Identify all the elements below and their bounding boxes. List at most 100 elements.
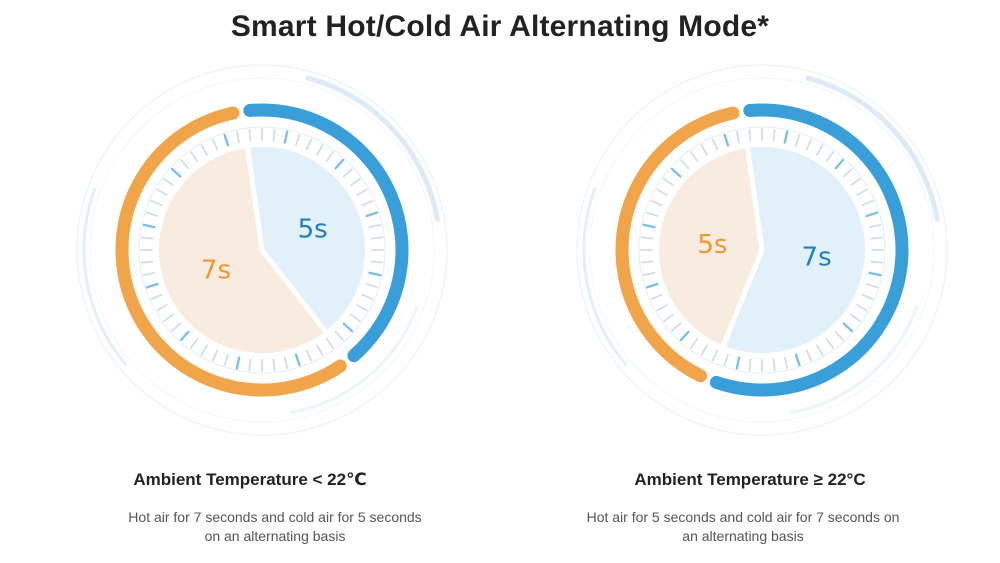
dial-tick bbox=[368, 223, 382, 229]
dial-tick bbox=[640, 236, 654, 240]
wedge-divider bbox=[244, 142, 265, 251]
dial-tick bbox=[805, 349, 813, 362]
hot-seconds-label: 7s bbox=[201, 256, 231, 286]
dial-tick bbox=[316, 144, 324, 156]
dial-tick bbox=[361, 293, 374, 301]
dial-tick bbox=[334, 158, 345, 170]
condition-description: Hot air for 5 seconds and cold air for 7… bbox=[586, 509, 900, 544]
dial-tick bbox=[671, 322, 682, 332]
dial-tick bbox=[805, 138, 813, 151]
dial-tick bbox=[305, 138, 313, 151]
outer-ring bbox=[76, 64, 448, 436]
dial-tick bbox=[748, 128, 752, 142]
dial-tick bbox=[145, 282, 159, 289]
dial-tick bbox=[316, 344, 324, 356]
alternating-dial: 7s 5s bbox=[576, 64, 948, 436]
dial-tick bbox=[735, 130, 741, 144]
dial-tick bbox=[865, 211, 879, 218]
dial-tick bbox=[711, 138, 719, 151]
dial-tick bbox=[248, 128, 252, 142]
dial-tick bbox=[163, 177, 174, 187]
dial-tick bbox=[140, 260, 154, 264]
dial-tick bbox=[861, 199, 874, 207]
dial-tick bbox=[283, 130, 289, 144]
dial-tick bbox=[150, 199, 163, 207]
dial-tick bbox=[646, 211, 659, 217]
wedge-divider bbox=[719, 249, 765, 352]
dial-tick bbox=[642, 223, 656, 229]
dial-tick bbox=[272, 358, 276, 372]
mode-panel-cold-ambient: 5s 7s Ambient Temperature < 22℃ Hot air f… bbox=[76, 64, 448, 544]
dial-tick bbox=[850, 313, 861, 323]
dial-tick bbox=[794, 353, 801, 367]
dial-tick bbox=[342, 168, 353, 178]
wedge-divider bbox=[260, 248, 331, 337]
dial-tick bbox=[295, 134, 301, 147]
dial-tick bbox=[189, 338, 199, 349]
dial-tick bbox=[772, 128, 776, 142]
dial-tick bbox=[356, 304, 368, 312]
hot-wedge bbox=[658, 148, 762, 346]
dial-tick bbox=[870, 260, 884, 264]
dial-tick bbox=[861, 293, 874, 301]
dial-tick bbox=[370, 236, 384, 240]
decor-arc bbox=[305, 75, 440, 222]
dial-tick bbox=[350, 177, 361, 187]
dial-tick bbox=[235, 356, 241, 370]
dial-tick bbox=[856, 304, 868, 312]
dial-tick bbox=[650, 293, 663, 301]
decor-arc bbox=[82, 187, 128, 366]
dial-tick bbox=[140, 236, 154, 240]
dial-tick bbox=[368, 271, 382, 277]
decor-arc bbox=[582, 187, 628, 366]
dial-tick bbox=[370, 260, 384, 264]
dial-tick bbox=[200, 344, 208, 356]
dial-tick bbox=[305, 349, 313, 362]
dial-tick bbox=[656, 188, 668, 196]
hot-wedge bbox=[158, 148, 326, 353]
dial-tick bbox=[325, 338, 335, 349]
cold-arc bbox=[243, 103, 409, 363]
dial-tick bbox=[868, 271, 882, 277]
decor-arc bbox=[805, 75, 940, 222]
dial-tick bbox=[735, 356, 741, 370]
dial-tick bbox=[795, 134, 801, 147]
hot-arc bbox=[615, 106, 740, 383]
alternating-dial: 5s 7s bbox=[76, 64, 448, 436]
dial-tick bbox=[640, 260, 654, 264]
outer-ring bbox=[89, 77, 435, 423]
outer-ring bbox=[576, 64, 948, 436]
blank-patch bbox=[840, 529, 990, 557]
dial-tick bbox=[842, 322, 854, 333]
dial-tick bbox=[248, 358, 252, 372]
dial-tick bbox=[283, 356, 289, 370]
condition-description: Hot air for 7 seconds and cold air for 5… bbox=[128, 509, 422, 544]
dial-tick bbox=[650, 199, 663, 207]
dial-tick bbox=[834, 330, 844, 341]
dial-tick bbox=[645, 282, 659, 289]
dial-tick bbox=[142, 223, 156, 229]
dial-tick bbox=[689, 338, 699, 349]
dial-tick bbox=[342, 322, 354, 333]
condition-heading: Ambient Temperature < 22℃ bbox=[133, 470, 367, 489]
dial-tick bbox=[856, 188, 868, 196]
dial-tick bbox=[679, 330, 690, 342]
dial-tick bbox=[772, 358, 776, 372]
dial-tick bbox=[642, 271, 656, 277]
dial-tick bbox=[171, 322, 182, 332]
cold-seconds-label: 5s bbox=[298, 215, 328, 245]
dial-tick bbox=[272, 128, 276, 142]
dial-tick bbox=[700, 144, 708, 156]
dial-tick bbox=[748, 358, 752, 372]
dial-tick bbox=[163, 313, 174, 323]
dial-tick bbox=[365, 283, 378, 289]
mode-panel-warm-ambient: 7s 5s Ambient Temperature ≥ 22°C Hot air … bbox=[500, 0, 1000, 563]
dial-tick bbox=[180, 159, 190, 170]
dial-tick bbox=[223, 353, 229, 366]
dial-tick bbox=[825, 338, 835, 349]
dial-tick bbox=[870, 236, 884, 240]
dial-tick bbox=[200, 144, 208, 156]
dial-tick bbox=[142, 271, 156, 277]
dial-tick bbox=[350, 313, 361, 323]
dial-tick bbox=[723, 353, 729, 366]
